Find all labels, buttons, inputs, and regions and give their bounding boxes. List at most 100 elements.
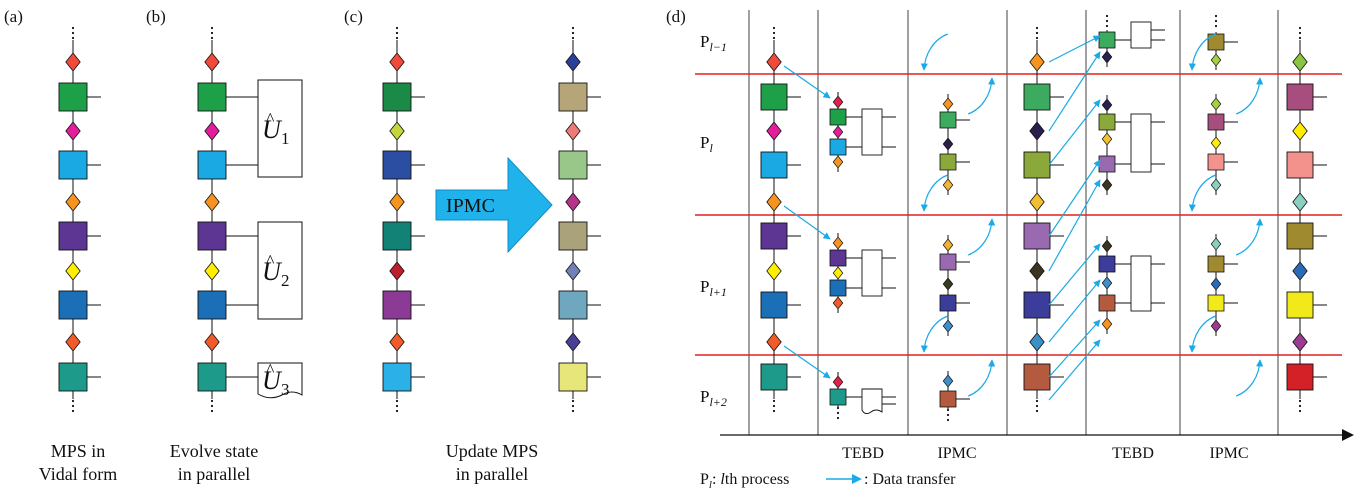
d-column-4 [1023,26,1064,413]
gamma-tensor [1023,83,1051,111]
lambda-diamond [1101,317,1113,331]
d-column-ipmc-1 [939,94,970,422]
cycle-arrow [967,77,996,115]
process-label-l: Pl [700,133,713,155]
gamma-tensor [1207,33,1225,51]
transfer-arrow [783,345,831,379]
ipmc-cycle-arrows [920,33,1264,397]
caption-a-line1: MPS in [51,441,106,461]
gamma-tensor [58,362,88,392]
gamma-tensor [1023,222,1051,250]
lambda-diamond [1210,319,1222,333]
cycle-arrow [967,359,996,397]
panel-label-b: (b) [146,7,166,26]
gamma-tensor [1207,255,1225,273]
ellipsis-dot [210,26,214,30]
ellipsis-dot [395,404,399,408]
lambda-diamond [832,236,844,250]
transfer-arrow [1048,159,1101,237]
cycle-arrow [920,174,949,212]
lambda-diamond [1101,98,1113,112]
ellipsis-dot [395,36,399,40]
ipmc-arrow: IPMC [435,156,553,254]
gamma-tensor [1207,153,1225,171]
lambda-diamond [1292,332,1308,352]
ellipsis-dot [946,418,950,422]
lambda-diamond [1210,97,1222,111]
gamma-tensor [558,82,588,112]
gamma-tensor [1023,151,1051,179]
process-separators [695,73,1342,356]
ellipsis-dot [1298,36,1302,40]
svg-text:3: 3 [281,380,290,399]
ellipsis-dot [772,36,776,40]
gamma-tensor [1286,83,1314,111]
process-label-lm1: Pl−1 [700,32,727,54]
svg-text:IPMC: IPMC [446,195,495,217]
legend: Pl: lth process : Data transfer [700,471,956,491]
svg-text:1: 1 [281,129,290,148]
gamma-tensor [382,362,412,392]
transfer-arrow [1048,179,1101,272]
lambda-diamond [1029,332,1045,352]
gamma-tensor [1098,255,1116,273]
gamma-tensor [829,138,847,156]
ellipsis-dot [946,413,950,417]
lambda-diamond [1210,53,1222,67]
lambda-diamond [942,238,954,252]
gamma-tensor [1207,294,1225,312]
panel-label-a: (a) [4,7,23,26]
ellipsis-dot [1035,36,1039,40]
cycle-arrow [920,33,949,71]
lambda-diamond [65,52,81,72]
gamma-tensor [558,362,588,392]
step-label-tebd-1: TEBD [842,445,884,462]
lambda-diamond [832,266,844,280]
gamma-tensor [382,82,412,112]
lambda-diamond [1210,277,1222,291]
ellipsis-dot [1214,19,1218,23]
lambda-diamond [766,261,782,281]
ellipsis-dot [395,399,399,403]
ellipsis-dot [395,31,399,35]
ellipsis-dot [772,26,776,30]
transfer-arrow [1048,99,1101,166]
lambda-diamond [766,332,782,352]
caption-c-line1: Update MPS [446,441,539,461]
step-label-tebd-2: TEBD [1112,445,1154,462]
cycle-arrow [1235,218,1264,256]
gamma-tensor [760,222,788,250]
gamma-tensor [382,221,412,251]
lambda-diamond [65,121,81,141]
ellipsis-dot [571,409,575,413]
process-label-lp1: Pl+1 [700,277,727,299]
ellipsis-dot [1035,409,1039,413]
ellipsis-dot [1105,19,1109,23]
lambda-diamond [565,261,581,281]
cycle-arrow [967,218,996,256]
gamma-tensor [1098,113,1116,131]
legend-transfer: : Data transfer [864,471,956,488]
lambda-diamond [204,261,220,281]
lambda-diamond [565,121,581,141]
mps-chain-b [197,26,272,413]
ellipsis-dot [571,404,575,408]
gamma-tensor [939,153,957,171]
ellipsis-dot [395,409,399,413]
lambda-diamond [832,296,844,310]
ellipsis-dot [1035,26,1039,30]
ellipsis-dot [1105,24,1109,28]
gamma-tensor [760,363,788,391]
caption-a-line2: Vidal form [39,464,117,484]
lambda-diamond [65,192,81,212]
lambda-diamond [942,374,954,388]
caption-c-line2: in parallel [456,464,528,484]
ellipsis-dot [836,406,840,410]
gamma-tensor [197,82,227,112]
svg-text:^: ^ [266,109,275,129]
gamma-tensor [1098,31,1116,49]
ellipsis-dot [772,399,776,403]
d-column-7 [1286,26,1327,413]
ellipsis-dot [1035,399,1039,403]
